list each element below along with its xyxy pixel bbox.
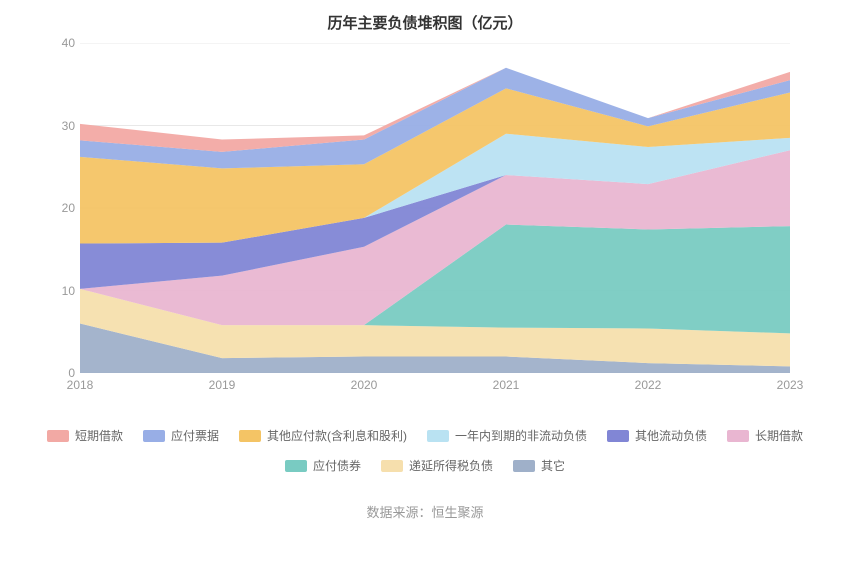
chart-plot-area: 010203040: [80, 43, 790, 373]
x-tick: 2020: [351, 378, 378, 392]
x-tick: 2023: [777, 378, 804, 392]
legend-item[interactable]: 其他应付款(含利息和股利): [239, 425, 407, 448]
legend-swatch: [607, 430, 629, 442]
chart-container: 历年主要负债堆积图（亿元） 010203040 2018 2019 2020 2021…: [0, 0, 850, 541]
legend-label: 其它: [541, 455, 565, 478]
legend-item[interactable]: 其它: [513, 455, 565, 478]
legend-item[interactable]: 应付债券: [285, 455, 361, 478]
x-tick: 2019: [209, 378, 236, 392]
y-tick: 30: [62, 119, 75, 133]
legend-item[interactable]: 递延所得税负债: [381, 455, 493, 478]
data-source: 数据来源：恒生聚源: [30, 502, 820, 521]
legend-swatch: [381, 460, 403, 472]
legend-swatch: [285, 460, 307, 472]
legend-swatch: [513, 460, 535, 472]
y-tick: 10: [62, 284, 75, 298]
legend: 短期借款 应付票据 其他应付款(含利息和股利) 一年内到期的非流动负债 其他流动负债 长期…: [30, 423, 820, 484]
legend-swatch: [239, 430, 261, 442]
y-tick: 40: [62, 36, 75, 50]
legend-label: 其他流动负债: [635, 425, 707, 448]
legend-label: 递延所得税负债: [409, 455, 493, 478]
legend-swatch: [427, 430, 449, 442]
stacked-area-plot: [80, 43, 790, 373]
legend-item[interactable]: 应付票据: [143, 425, 219, 448]
chart-title: 历年主要负债堆积图（亿元）: [30, 12, 820, 33]
x-axis: 201820192020202120222023: [80, 373, 790, 393]
legend-label: 其他应付款(含利息和股利): [267, 425, 407, 448]
y-axis: 010203040: [45, 43, 75, 373]
legend-label: 应付票据: [171, 425, 219, 448]
legend-swatch: [47, 430, 69, 442]
legend-label: 一年内到期的非流动负债: [455, 425, 587, 448]
legend-item[interactable]: 短期借款: [47, 425, 123, 448]
legend-swatch: [727, 430, 749, 442]
y-tick: 20: [62, 201, 75, 215]
legend-item[interactable]: 一年内到期的非流动负债: [427, 425, 587, 448]
legend-swatch: [143, 430, 165, 442]
x-tick: 2022: [635, 378, 662, 392]
x-tick: 2018: [67, 378, 94, 392]
legend-item[interactable]: 长期借款: [727, 425, 803, 448]
legend-label: 短期借款: [75, 425, 123, 448]
x-tick: 2021: [493, 378, 520, 392]
legend-label: 应付债券: [313, 455, 361, 478]
legend-item[interactable]: 其他流动负债: [607, 425, 707, 448]
legend-label: 长期借款: [755, 425, 803, 448]
